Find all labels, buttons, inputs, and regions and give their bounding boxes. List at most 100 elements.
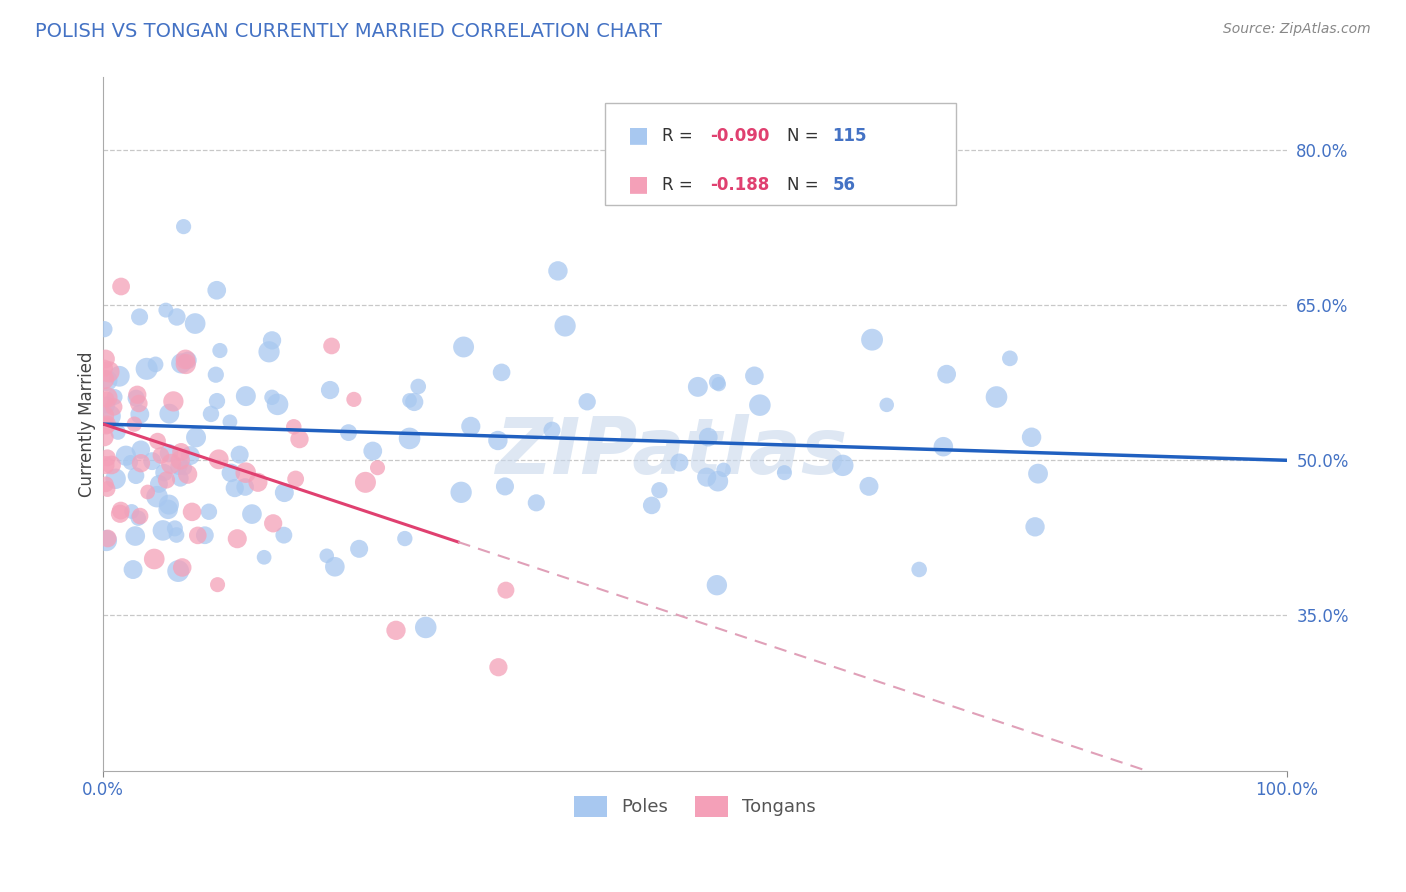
Point xyxy=(246,475,269,490)
Text: POLISH VS TONGAN CURRENTLY MARRIED CORRELATION CHART: POLISH VS TONGAN CURRENTLY MARRIED CORRE… xyxy=(35,22,662,41)
Point xyxy=(323,559,346,574)
Point xyxy=(260,334,283,348)
Point xyxy=(398,393,420,408)
Text: R =: R = xyxy=(662,176,699,194)
Point xyxy=(103,400,125,414)
Point xyxy=(205,394,228,409)
Text: -0.090: -0.090 xyxy=(710,127,769,145)
Point xyxy=(155,473,177,487)
Point xyxy=(125,391,148,405)
Point xyxy=(166,528,188,542)
Point xyxy=(343,392,366,407)
Point xyxy=(152,524,174,538)
Text: ■: ■ xyxy=(628,175,650,194)
Point xyxy=(494,479,516,493)
Point xyxy=(110,503,132,517)
Point xyxy=(148,477,170,491)
Point xyxy=(935,367,957,381)
Point xyxy=(706,375,728,389)
Point xyxy=(93,361,115,376)
Point xyxy=(986,390,1008,404)
Point xyxy=(124,529,146,543)
Point xyxy=(208,452,231,467)
Point xyxy=(155,303,177,318)
Point xyxy=(253,550,276,565)
Point xyxy=(773,466,796,480)
Point xyxy=(184,317,207,331)
Point xyxy=(260,390,283,404)
Point xyxy=(495,583,517,598)
Point xyxy=(240,507,263,521)
Point xyxy=(266,397,288,411)
Point xyxy=(146,490,169,504)
Point xyxy=(121,504,143,518)
Point xyxy=(115,449,138,463)
Point xyxy=(93,372,115,386)
Point xyxy=(181,505,204,519)
Point xyxy=(207,577,229,591)
Point xyxy=(668,455,690,469)
Point xyxy=(167,564,190,578)
Point xyxy=(93,322,115,336)
Point xyxy=(160,457,183,471)
Point xyxy=(453,340,475,354)
Point xyxy=(97,365,120,379)
Point xyxy=(108,507,131,521)
Point xyxy=(205,283,228,297)
Point xyxy=(932,440,955,454)
Point xyxy=(173,219,195,234)
Point xyxy=(697,430,720,444)
Point xyxy=(176,467,198,482)
Point xyxy=(128,396,150,410)
Point xyxy=(187,528,209,542)
Point xyxy=(319,383,342,397)
Point xyxy=(208,343,231,358)
Point xyxy=(858,479,880,493)
Point xyxy=(170,445,193,459)
Point xyxy=(93,430,115,444)
Point xyxy=(94,351,117,366)
Point xyxy=(831,458,853,473)
Point xyxy=(136,485,159,500)
Point xyxy=(748,398,770,412)
Point xyxy=(262,516,284,531)
Point xyxy=(127,388,149,402)
Point xyxy=(93,409,115,423)
Point xyxy=(235,389,257,403)
Point xyxy=(96,374,118,388)
Y-axis label: Currently Married: Currently Married xyxy=(79,351,96,497)
Point xyxy=(385,624,408,638)
Point xyxy=(110,279,132,293)
Point xyxy=(744,368,766,383)
Point xyxy=(648,483,671,498)
Point xyxy=(97,532,120,546)
Point xyxy=(337,425,360,440)
Legend: Poles, Tongans: Poles, Tongans xyxy=(567,789,823,824)
Point xyxy=(486,660,509,674)
Point xyxy=(394,532,416,546)
Point xyxy=(120,455,142,469)
Point xyxy=(641,499,664,513)
Point xyxy=(167,459,190,474)
Point xyxy=(194,528,217,542)
Point xyxy=(169,471,191,485)
Point xyxy=(486,434,509,448)
Point xyxy=(174,352,197,367)
Point xyxy=(149,449,172,463)
Point xyxy=(367,460,389,475)
Point xyxy=(157,498,180,512)
Point xyxy=(224,481,246,495)
Point xyxy=(696,470,718,484)
Point xyxy=(141,454,163,468)
Point xyxy=(177,353,200,368)
Point xyxy=(491,365,513,379)
Point xyxy=(1021,430,1043,444)
Point xyxy=(96,482,118,496)
Point xyxy=(94,458,117,472)
Point xyxy=(707,377,730,392)
Point xyxy=(129,509,152,524)
Point xyxy=(146,434,169,448)
Text: N =: N = xyxy=(787,176,824,194)
Point xyxy=(128,310,150,324)
Point xyxy=(174,357,197,371)
